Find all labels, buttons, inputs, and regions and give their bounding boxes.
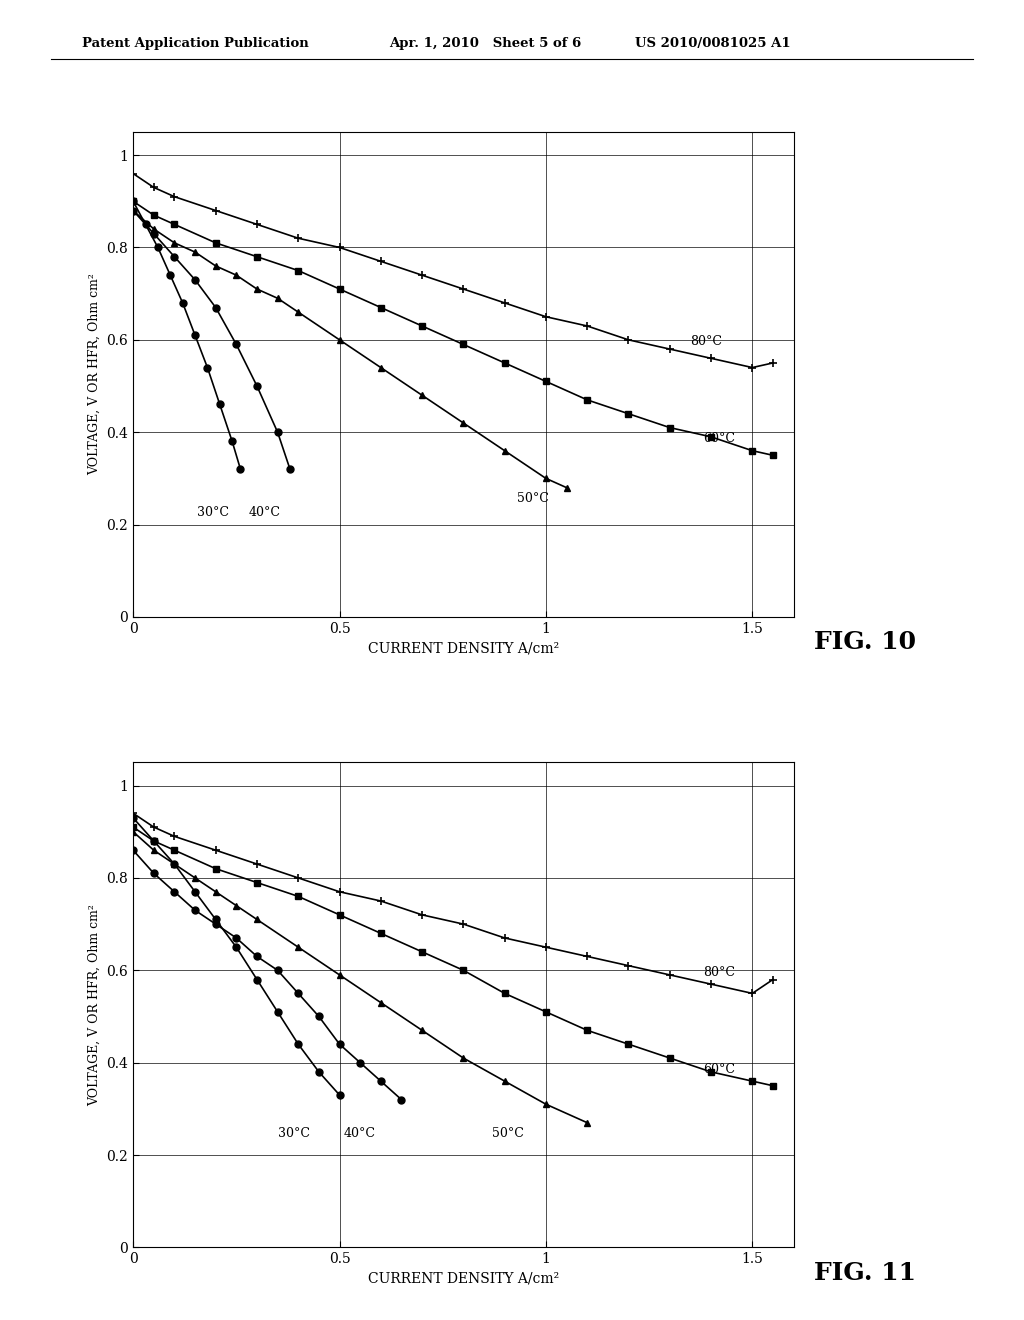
- Text: 30°C: 30°C: [278, 1127, 309, 1140]
- Y-axis label: VOLTAGE, V OR HFR, Ohm cm²: VOLTAGE, V OR HFR, Ohm cm²: [88, 904, 100, 1106]
- Text: 40°C: 40°C: [249, 506, 281, 519]
- Text: FIG. 11: FIG. 11: [814, 1261, 916, 1284]
- Text: 60°C: 60°C: [702, 432, 735, 445]
- X-axis label: CURRENT DENSITY A/cm²: CURRENT DENSITY A/cm²: [368, 642, 559, 655]
- Text: 80°C: 80°C: [690, 335, 722, 348]
- Text: 30°C: 30°C: [197, 506, 229, 519]
- Text: 40°C: 40°C: [344, 1127, 376, 1140]
- Text: Apr. 1, 2010   Sheet 5 of 6: Apr. 1, 2010 Sheet 5 of 6: [389, 37, 582, 50]
- Text: 60°C: 60°C: [702, 1063, 735, 1076]
- Text: FIG. 10: FIG. 10: [814, 630, 916, 655]
- Text: 50°C: 50°C: [493, 1127, 524, 1140]
- Text: Patent Application Publication: Patent Application Publication: [82, 37, 308, 50]
- Text: 50°C: 50°C: [517, 492, 549, 506]
- Text: 80°C: 80°C: [702, 966, 735, 978]
- Y-axis label: VOLTAGE, V OR HFR, Ohm cm²: VOLTAGE, V OR HFR, Ohm cm²: [88, 273, 100, 475]
- X-axis label: CURRENT DENSITY A/cm²: CURRENT DENSITY A/cm²: [368, 1271, 559, 1286]
- Text: US 2010/0081025 A1: US 2010/0081025 A1: [635, 37, 791, 50]
